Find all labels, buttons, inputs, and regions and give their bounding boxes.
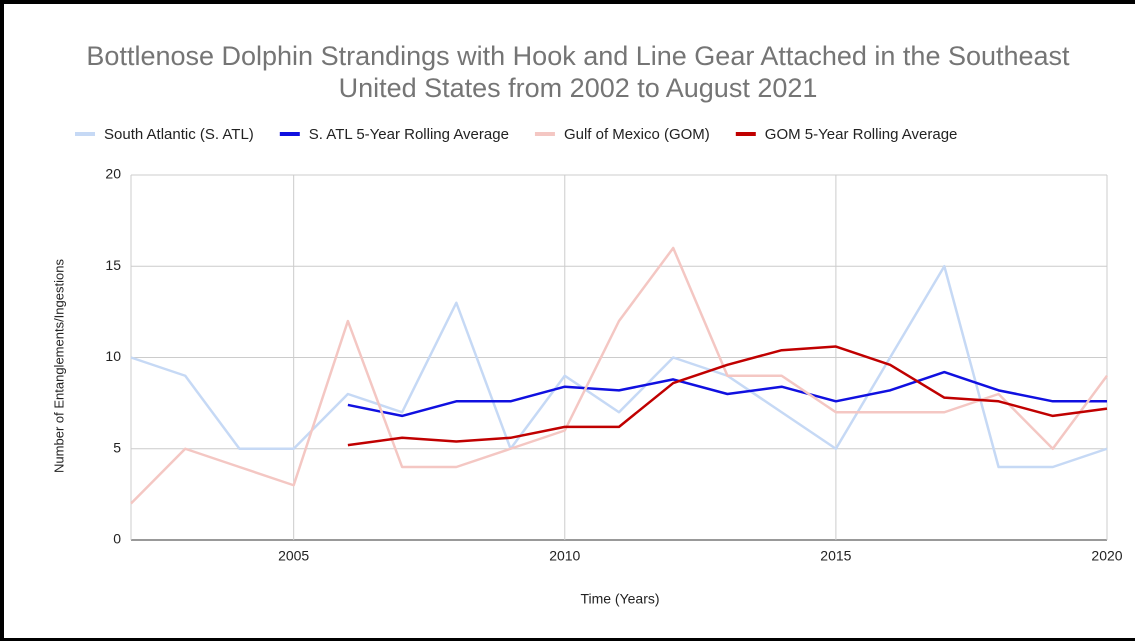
legend: South Atlantic (S. ATL) S. ATL 5-Year Rol… [75, 126, 957, 143]
y-axis-label: Number of Entanglements/Ingestions [51, 259, 66, 473]
x-tick-label: 2005 [278, 548, 309, 564]
y-tick-label: 10 [105, 348, 121, 364]
x-axis-label: Time (Years) [580, 591, 659, 607]
series-line [347, 345, 1108, 447]
y-tick-label: 0 [113, 531, 121, 547]
legend-label: S. ATL 5-Year Rolling Average [309, 126, 509, 143]
chart: Bottlenose Dolphin Strandings with Hook … [51, 41, 1122, 607]
chart-title: Bottlenose Dolphin Strandings with Hook … [86, 41, 1070, 103]
series-line [130, 265, 1108, 469]
series-line [347, 370, 1107, 418]
legend-label: Gulf of Mexico (GOM) [564, 126, 710, 143]
legend-label: South Atlantic (S. ATL) [104, 126, 254, 143]
y-tick-label: 15 [105, 257, 121, 273]
x-tick-label: 2015 [820, 548, 851, 564]
series-line [130, 246, 1109, 505]
y-tick-label: 20 [105, 166, 121, 182]
legend-label: GOM 5-Year Rolling Average [765, 126, 958, 143]
y-tick-label: 5 [113, 439, 121, 455]
x-tick-label: 2010 [549, 548, 580, 564]
x-tick-label: 2020 [1091, 548, 1122, 564]
